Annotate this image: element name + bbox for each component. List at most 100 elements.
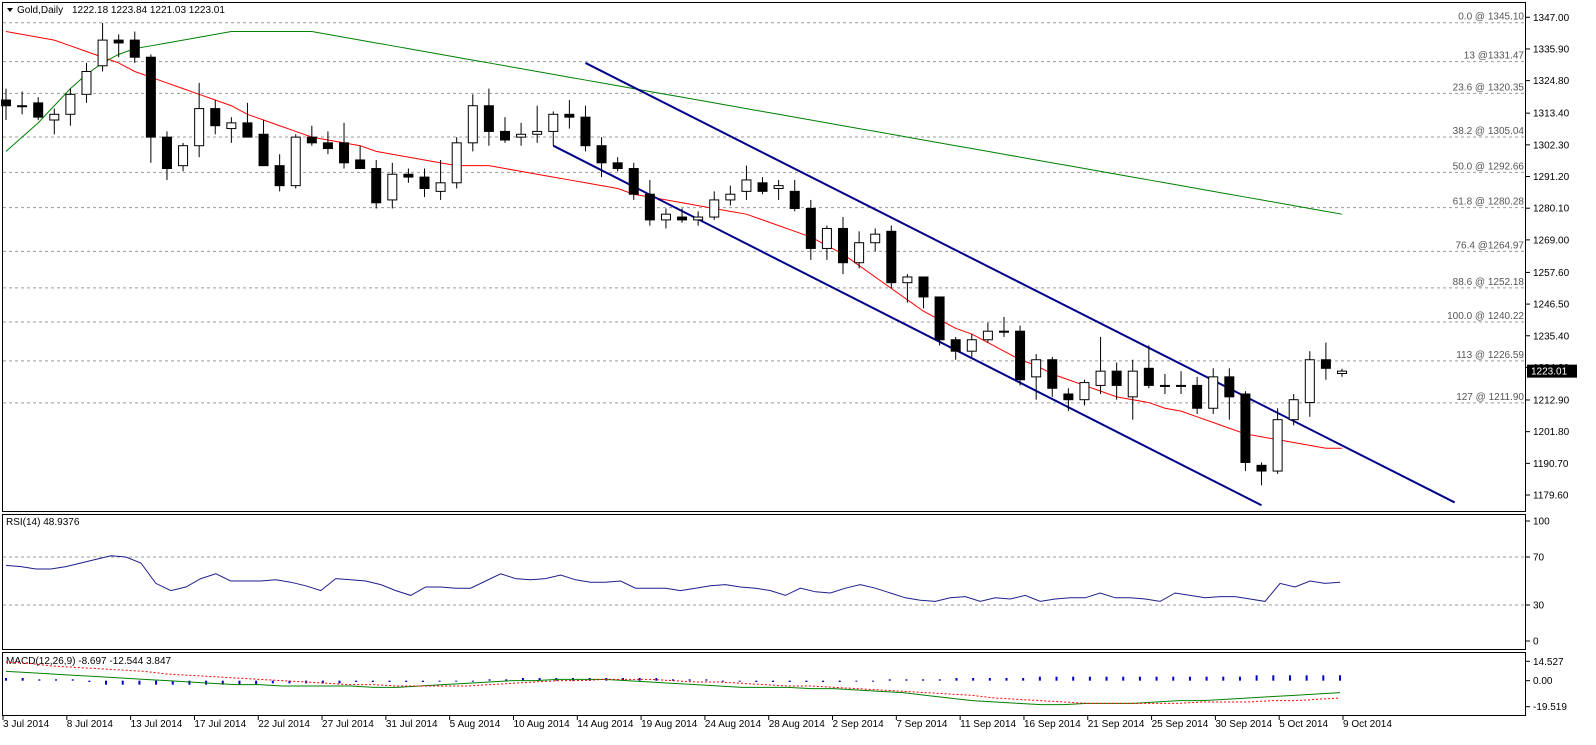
time-axis: 3 Jul 2014 8 Jul 2014 13 Jul 2014 17 Jul 20… bbox=[2, 716, 1392, 730]
last-price-marker: 1223.01 bbox=[1527, 364, 1577, 378]
macd-hist-bar-50 bbox=[838, 680, 841, 682]
candle-body-58 bbox=[934, 296, 945, 341]
candle-body-65 bbox=[1047, 359, 1058, 389]
candle-body-21 bbox=[339, 142, 350, 164]
candle-body-5 bbox=[81, 70, 92, 95]
candle-body-3 bbox=[49, 113, 60, 121]
candle-body-2 bbox=[33, 102, 44, 118]
candle-5 bbox=[81, 62, 92, 103]
macd-hist-bar-6 bbox=[105, 680, 108, 685]
candle-46 bbox=[741, 165, 752, 200]
time-tick-label-18: 25 Sep 2014 bbox=[1152, 719, 1209, 730]
candle-73 bbox=[1176, 371, 1187, 394]
candle-body-50 bbox=[805, 207, 816, 249]
candle-body-0 bbox=[1, 99, 11, 107]
time-tick-label-3: 17 Jul 2014 bbox=[194, 719, 246, 730]
candle-body-28 bbox=[451, 142, 462, 184]
macd-signal-line bbox=[5, 661, 1341, 704]
macd-hist-bar-55 bbox=[922, 679, 925, 681]
candle-29 bbox=[467, 94, 478, 152]
macd-hist-bar-4 bbox=[71, 679, 74, 681]
rsi-tick-label-3: 0 bbox=[1533, 637, 1539, 648]
candle-body-42 bbox=[677, 216, 688, 221]
candle-22 bbox=[355, 145, 366, 170]
candle-body-81 bbox=[1304, 359, 1315, 404]
candle-60 bbox=[966, 334, 977, 357]
candle-77 bbox=[1240, 391, 1251, 472]
macd-hist-bar-43 bbox=[722, 680, 725, 682]
candle-13 bbox=[210, 100, 221, 135]
macd-hist-bar-15 bbox=[255, 680, 258, 685]
fib-label-0: 0.0 @ 1345.10 bbox=[1458, 12, 1524, 23]
candle-body-33 bbox=[532, 130, 543, 135]
macd-hist-bar-42 bbox=[705, 679, 708, 681]
fib-label-3: 38.2 @ 1305.04 bbox=[1453, 126, 1525, 137]
candle-body-14 bbox=[226, 122, 237, 130]
macd-hist-bar-22 bbox=[371, 680, 374, 682]
candle-body-69 bbox=[1111, 370, 1122, 386]
time-tick-label-6: 31 Jul 2014 bbox=[386, 719, 438, 730]
candle-body-49 bbox=[789, 190, 800, 209]
candle-71 bbox=[1143, 345, 1154, 389]
candle-body-1 bbox=[17, 105, 28, 108]
rsi-pane[interactable]: RSI(14) 48.9376 100 70 30 0 bbox=[2, 514, 1551, 650]
fib-label-4: 50.0 @ 1292.66 bbox=[1453, 161, 1525, 172]
channel-line-1 bbox=[585, 62, 1456, 504]
macd-pane[interactable]: MACD(12,26,9) -8.697 -12.544 3.847 14.52… bbox=[2, 652, 1568, 716]
price-pane[interactable]: 0.0 @ 1345.10 13 @1331.47 23.6 @ 1320.35 38… bbox=[1, 2, 1578, 512]
candle-26 bbox=[419, 168, 430, 198]
last-price-label: 1223.01 bbox=[1531, 367, 1568, 378]
candle-body-40 bbox=[644, 193, 655, 221]
rsi-pane-frame bbox=[2, 514, 1526, 650]
candle-65 bbox=[1047, 356, 1058, 397]
candle-body-72 bbox=[1159, 384, 1170, 387]
rsi-line bbox=[5, 555, 1341, 602]
time-tick-label-19: 30 Sep 2014 bbox=[1215, 719, 1272, 730]
candle-12 bbox=[194, 82, 205, 158]
candle-body-9 bbox=[145, 56, 156, 138]
candle-66 bbox=[1063, 388, 1074, 412]
macd-hist-bar-54 bbox=[905, 679, 908, 681]
macd-hist-bar-57 bbox=[955, 678, 958, 681]
macd-hist-bar-59 bbox=[988, 678, 991, 681]
time-tick-label-5: 27 Jul 2014 bbox=[322, 719, 374, 730]
price-tick-label-14: 1190.70 bbox=[1533, 459, 1569, 470]
candle-body-30 bbox=[483, 105, 494, 132]
candle-body-38 bbox=[612, 162, 623, 170]
fib-label-6: 76.4 @1264.97 bbox=[1455, 240, 1524, 251]
candle-body-75 bbox=[1208, 376, 1219, 409]
candle-82 bbox=[1320, 342, 1331, 380]
macd-title: MACD(12,26,9) -8.697 -12.544 3.847 bbox=[6, 656, 172, 667]
candle-62 bbox=[998, 316, 1009, 337]
candle-body-54 bbox=[870, 233, 881, 244]
macd-hist-bar-39 bbox=[655, 678, 658, 681]
price-tick-label-4: 1302.30 bbox=[1533, 140, 1570, 151]
candle-body-18 bbox=[290, 136, 301, 187]
macd-hist-bar-63 bbox=[1055, 676, 1058, 681]
candle-body-15 bbox=[242, 122, 253, 138]
candle-body-22 bbox=[355, 159, 366, 170]
macd-hist-bar-49 bbox=[822, 680, 825, 682]
candle-23 bbox=[371, 159, 382, 209]
candle-59 bbox=[950, 336, 961, 360]
macd-hist-bar-48 bbox=[805, 680, 808, 682]
price-axis: 1347.00 1335.90 1324.80 1313.40 1302.30 1291.… bbox=[1525, 13, 1570, 502]
candle-52 bbox=[838, 217, 849, 275]
candle-68 bbox=[1095, 336, 1106, 394]
time-tick-label-14: 7 Sep 2014 bbox=[896, 719, 948, 730]
candle-body-39 bbox=[628, 168, 639, 195]
candle-58 bbox=[934, 296, 945, 346]
rsi-tick-label-1: 70 bbox=[1533, 553, 1545, 564]
candle-14 bbox=[226, 117, 237, 143]
candle-body-78 bbox=[1256, 464, 1267, 472]
macd-hist-bar-10 bbox=[171, 680, 174, 685]
price-channel bbox=[552, 62, 1456, 507]
candle-body-83 bbox=[1337, 370, 1347, 374]
macd-hist-bar-25 bbox=[421, 680, 424, 682]
time-tick-label-7: 5 Aug 2014 bbox=[450, 719, 501, 730]
dropdown-arrow-icon[interactable] bbox=[7, 8, 13, 12]
candle-body-37 bbox=[596, 145, 607, 164]
candle-body-12 bbox=[194, 108, 205, 147]
fib-label-9: 113 @ 1226.59 bbox=[1456, 350, 1524, 361]
